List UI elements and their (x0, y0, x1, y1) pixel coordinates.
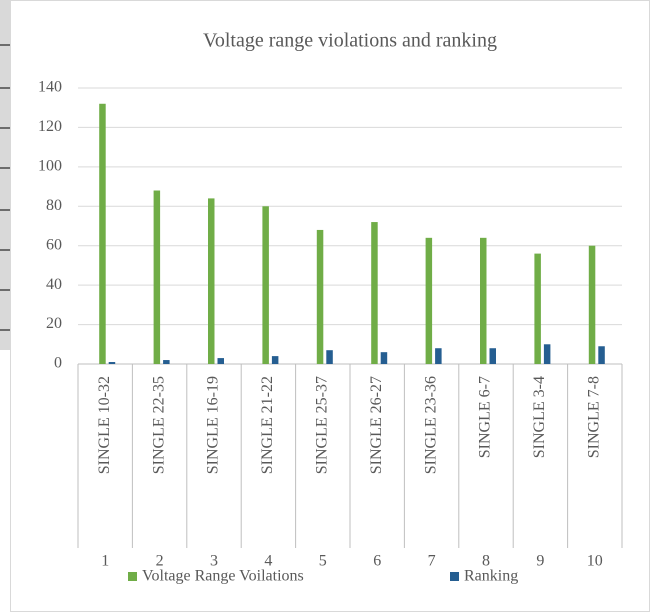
x-tick-label: SINGLE 23-36 (422, 376, 439, 474)
chart-border (10, 0, 650, 612)
x-tick-label: SINGLE 10-32 (96, 376, 113, 474)
x-group-label: 5 (319, 553, 327, 570)
bar (163, 360, 170, 364)
x-tick-label: SINGLE 21-22 (259, 376, 276, 474)
x-group-label: 3 (210, 553, 218, 570)
legend-swatch (128, 572, 137, 581)
sheet-rows (0, 44, 10, 331)
legend-label: Voltage Range Voilations (142, 568, 304, 585)
x-group-label: 9 (536, 553, 544, 570)
bar (99, 103, 106, 365)
bar (217, 358, 224, 364)
x-tick-label: SINGLE 7-8 (585, 376, 602, 458)
sheet-strip (0, 0, 10, 350)
y-tick-label: 0 (54, 355, 62, 372)
bar (316, 229, 324, 364)
x-group-label: 1 (101, 553, 109, 570)
y-tick-label: 40 (46, 276, 62, 293)
bar (208, 198, 215, 364)
x-tick-label: SINGLE 22-35 (150, 376, 167, 474)
x-tick-label: SINGLE 3-4 (531, 376, 548, 458)
x-group-label: 4 (264, 553, 272, 570)
x-group-label: 6 (373, 553, 381, 570)
bar (489, 348, 496, 364)
x-tick-label: SINGLE 16-19 (205, 376, 222, 474)
y-tick-label: 140 (38, 79, 62, 96)
x-tick-label: SINGLE 6-7 (477, 376, 494, 458)
x-group-label: 8 (482, 553, 490, 570)
bar (271, 356, 279, 364)
bar (108, 362, 116, 364)
bar (153, 190, 161, 364)
chart-title: Voltage range violations and ranking (203, 30, 497, 52)
bar (480, 237, 487, 364)
bar (598, 346, 605, 364)
y-tick-label: 100 (38, 158, 62, 175)
x-tick-label: SINGLE 26-27 (368, 376, 385, 474)
x-group-label: 7 (428, 553, 436, 570)
bar (326, 350, 333, 364)
bar (371, 222, 378, 364)
bar (543, 344, 551, 364)
y-tick-label: 80 (46, 197, 62, 214)
bar (425, 237, 433, 364)
bar (588, 245, 596, 364)
x-group-label: 2 (156, 553, 164, 570)
x-tick-label: SINGLE 25-37 (313, 376, 330, 474)
y-tick-label: 120 (38, 118, 62, 135)
bar (435, 348, 442, 364)
bar (534, 253, 541, 364)
legend-swatch (450, 572, 459, 581)
y-tick-label: 60 (46, 236, 62, 253)
y-tick-label: 20 (46, 315, 62, 332)
bar (380, 352, 388, 364)
bar (262, 206, 269, 364)
legend-label: Ranking (464, 568, 518, 585)
x-group-label: 10 (587, 553, 603, 570)
